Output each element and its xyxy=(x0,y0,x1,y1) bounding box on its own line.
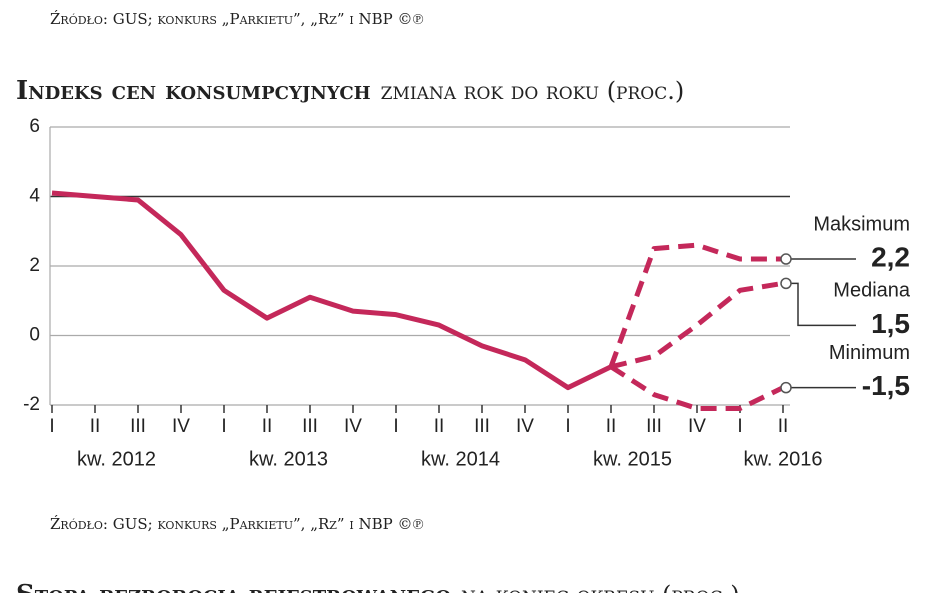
x-tick-label: II xyxy=(434,416,445,437)
next-heading: Stopa bezrobocia rejestrowanego na koniec… xyxy=(16,580,740,593)
x-tick-label: IV xyxy=(516,416,534,437)
x-tick-label: III xyxy=(302,416,318,437)
value-label: 2,2 xyxy=(871,241,910,272)
chart-heading: Indeks cen konsumpcyjnych zmiana rok do r… xyxy=(16,76,684,106)
x-tick-label: IV xyxy=(688,416,706,437)
x-tick-label: III xyxy=(130,416,146,437)
x-tick-label: I xyxy=(565,416,570,437)
series-name: Mediana xyxy=(833,280,911,302)
end-marker xyxy=(780,277,792,290)
y-tick-label: -2 xyxy=(23,394,40,415)
series-name: Maksimum xyxy=(813,213,910,235)
x-tick-label: I xyxy=(49,416,54,437)
y-tick-label: 0 xyxy=(29,325,40,346)
value-label: 1,5 xyxy=(871,308,910,339)
x-group-label: kw. 2013 xyxy=(249,448,328,470)
line xyxy=(51,190,613,391)
x-group-label: kw. 2015 xyxy=(593,448,672,470)
next-subtitle: na koniec okresu (proc.) xyxy=(461,581,740,593)
y-tick-label: 4 xyxy=(29,186,40,207)
chart-title: Indeks cen konsumpcyjnych xyxy=(16,76,371,106)
y-tick-label: 6 xyxy=(29,116,40,137)
y-tick-label: 2 xyxy=(29,255,40,276)
x-tick-label: I xyxy=(221,416,226,437)
line xyxy=(608,242,783,368)
line xyxy=(609,364,785,411)
line xyxy=(610,280,784,370)
series-name: Minimum xyxy=(829,342,910,364)
value-label: -1,5 xyxy=(862,370,910,401)
x-group-label: kw. 2016 xyxy=(744,448,823,470)
x-tick-label: III xyxy=(646,416,662,437)
source: Źródło: GUS; konkurs „Parkietu”, „Rz” i … xyxy=(50,515,424,533)
x-tick-label: I xyxy=(393,416,398,437)
end-marker xyxy=(780,381,792,394)
x-tick-label: I xyxy=(737,416,742,437)
chart-subtitle: zmiana rok do roku (proc.) xyxy=(381,77,685,105)
x-tick-label: IV xyxy=(344,416,362,437)
x-tick-label: II xyxy=(262,416,273,437)
x-group-label: kw. 2012 xyxy=(77,448,156,470)
x-tick-label: II xyxy=(778,416,789,437)
leader-line xyxy=(786,282,856,327)
source: Źródło: GUS; konkurs „Parkietu”, „Rz” i … xyxy=(50,10,424,28)
next-title: Stopa bezrobocia rejestrowanego xyxy=(16,580,451,593)
x-tick-label: II xyxy=(606,416,617,437)
x-tick-label: III xyxy=(474,416,490,437)
x-tick-label: IV xyxy=(172,416,190,437)
end-marker xyxy=(780,253,792,265)
x-group-label: kw. 2014 xyxy=(421,448,500,470)
x-tick-label: II xyxy=(90,416,101,437)
